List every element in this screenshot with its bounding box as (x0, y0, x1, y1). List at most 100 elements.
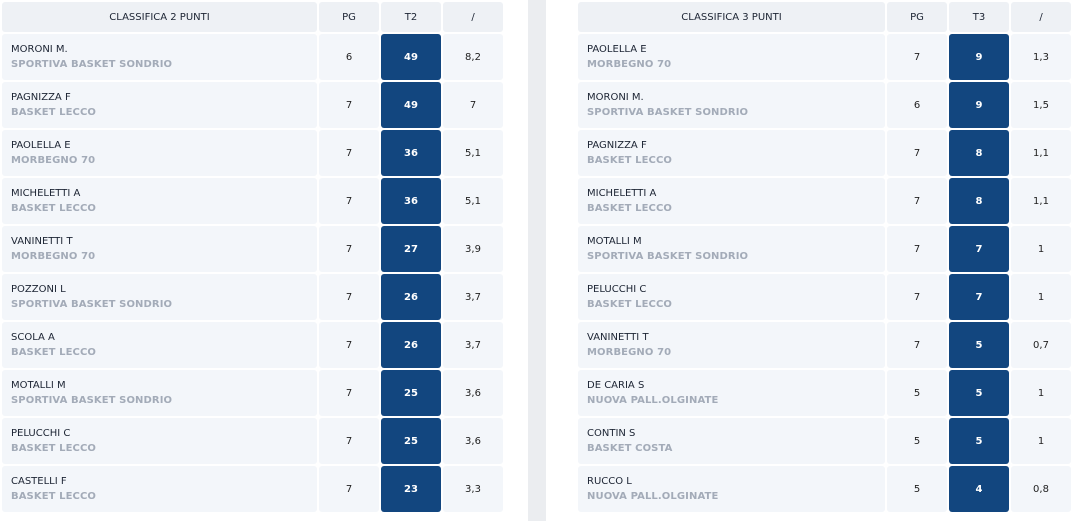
ratio-cell: 0,8 (1011, 466, 1071, 512)
table-row[interactable]: MOTALLI M SPORTIVA BASKET SONDRIO 7 7 1 (578, 226, 1071, 272)
table-row[interactable]: CONTIN S BASKET COSTA 5 5 1 (578, 418, 1071, 464)
player-name[interactable]: CONTIN S (587, 427, 636, 439)
ratio-cell: 5,1 (443, 130, 503, 176)
ratio-cell: 1,3 (1011, 34, 1071, 80)
player-cell[interactable]: SCOLA A BASKET LECCO (2, 322, 317, 368)
team-name[interactable]: MORBEGNO 70 (587, 346, 672, 358)
player-name[interactable]: PAOLELLA E (11, 139, 71, 151)
player-cell[interactable]: MOTALLI M SPORTIVA BASKET SONDRIO (578, 226, 885, 272)
team-name[interactable]: SPORTIVA BASKET SONDRIO (11, 394, 173, 406)
team-name[interactable]: SPORTIVA BASKET SONDRIO (11, 58, 173, 70)
stat-cell: 7 (949, 274, 1009, 320)
player-cell[interactable]: PAOLELLA E MORBEGNO 70 (2, 130, 317, 176)
player-name[interactable]: DE CARIA S (587, 379, 645, 391)
team-name[interactable]: BASKET LECCO (11, 346, 97, 358)
team-name[interactable]: BASKET LECCO (587, 154, 673, 166)
player-name[interactable]: MOTALLI M (11, 379, 66, 391)
player-cell[interactable]: MORONI M. SPORTIVA BASKET SONDRIO (578, 82, 885, 128)
stat-cell: 5 (949, 418, 1009, 464)
team-name[interactable]: BASKET LECCO (587, 202, 673, 214)
team-name[interactable]: BASKET LECCO (587, 298, 673, 310)
stat-cell: 36 (381, 130, 441, 176)
player-name[interactable]: MORONI M. (11, 43, 68, 55)
ratio-cell: 8,2 (443, 34, 503, 80)
games-played-cell: 7 (887, 34, 947, 80)
table-row[interactable]: MOTALLI M SPORTIVA BASKET SONDRIO 7 25 3,6 (2, 370, 503, 416)
table-row[interactable]: PAOLELLA E MORBEGNO 70 7 9 1,3 (578, 34, 1071, 80)
ratio-cell: 1 (1011, 226, 1071, 272)
player-name[interactable]: VANINETTI T (11, 235, 73, 247)
stat-cell: 27 (381, 226, 441, 272)
player-name[interactable]: SCOLA A (11, 331, 55, 343)
player-cell[interactable]: MICHELETTI A BASKET LECCO (578, 178, 885, 224)
team-name[interactable]: MORBEGNO 70 (11, 154, 96, 166)
player-cell[interactable]: PELUCCHI C BASKET LECCO (578, 274, 885, 320)
player-name[interactable]: POZZONI L (11, 283, 66, 295)
player-name[interactable]: MICHELETTI A (11, 187, 81, 199)
player-cell[interactable]: MORONI M. SPORTIVA BASKET SONDRIO (2, 34, 317, 80)
games-played-cell: 7 (319, 322, 379, 368)
leaderboard-table: CLASSIFICA 2 PUNTI PG T2 / MORONI M. SPOR… (0, 0, 505, 514)
table-row[interactable]: VANINETTI T MORBEGNO 70 7 5 0,7 (578, 322, 1071, 368)
table-row[interactable]: PAOLELLA E MORBEGNO 70 7 36 5,1 (2, 130, 503, 176)
team-name[interactable]: BASKET LECCO (11, 442, 97, 454)
player-name[interactable]: PAGNIZZA F (587, 139, 647, 151)
player-cell[interactable]: CASTELLI F BASKET LECCO (2, 466, 317, 512)
player-cell[interactable]: VANINETTI T MORBEGNO 70 (578, 322, 885, 368)
player-name[interactable]: PAGNIZZA F (11, 91, 71, 103)
player-name[interactable]: MICHELETTI A (587, 187, 657, 199)
team-name[interactable]: MORBEGNO 70 (11, 250, 96, 262)
table-body: PAOLELLA E MORBEGNO 70 7 9 1,3 MORONI M. SPORT… (578, 34, 1071, 512)
player-name[interactable]: RUCCO L (587, 475, 632, 487)
player-name[interactable]: PELUCCHI C (587, 283, 647, 295)
table-row[interactable]: CASTELLI F BASKET LECCO 7 23 3,3 (2, 466, 503, 512)
player-name[interactable]: CASTELLI F (11, 475, 67, 487)
team-name[interactable]: BASKET LECCO (11, 106, 97, 118)
table-row[interactable]: PELUCCHI C BASKET LECCO 7 7 1 (578, 274, 1071, 320)
table-row[interactable]: PAGNIZZA F BASKET LECCO 7 8 1,1 (578, 130, 1071, 176)
ratio-cell: 3,7 (443, 322, 503, 368)
team-name[interactable]: NUOVA PALL.OLGINATE (587, 490, 719, 502)
player-name[interactable]: PAOLELLA E (587, 43, 647, 55)
team-name[interactable]: BASKET LECCO (11, 490, 97, 502)
table-row[interactable]: RUCCO L NUOVA PALL.OLGINATE 5 4 0,8 (578, 466, 1071, 512)
ratio-cell: 1,1 (1011, 130, 1071, 176)
team-name[interactable]: SPORTIVA BASKET SONDRIO (587, 106, 749, 118)
table-row[interactable]: POZZONI L SPORTIVA BASKET SONDRIO 7 26 3,7 (2, 274, 503, 320)
player-name[interactable]: PELUCCHI C (11, 427, 71, 439)
table-row[interactable]: DE CARIA S NUOVA PALL.OLGINATE 5 5 1 (578, 370, 1071, 416)
table-row[interactable]: MORONI M. SPORTIVA BASKET SONDRIO 6 9 1,5 (578, 82, 1071, 128)
team-name[interactable]: SPORTIVA BASKET SONDRIO (11, 298, 173, 310)
player-cell[interactable]: MICHELETTI A BASKET LECCO (2, 178, 317, 224)
ratio-cell: 0,7 (1011, 322, 1071, 368)
player-cell[interactable]: PAGNIZZA F BASKET LECCO (578, 130, 885, 176)
player-cell[interactable]: PAOLELLA E MORBEGNO 70 (578, 34, 885, 80)
ratio-cell: 1,5 (1011, 82, 1071, 128)
player-cell[interactable]: POZZONI L SPORTIVA BASKET SONDRIO (2, 274, 317, 320)
player-cell[interactable]: PELUCCHI C BASKET LECCO (2, 418, 317, 464)
team-name[interactable]: NUOVA PALL.OLGINATE (587, 394, 719, 406)
stat-cell: 8 (949, 130, 1009, 176)
player-cell[interactable]: MOTALLI M SPORTIVA BASKET SONDRIO (2, 370, 317, 416)
team-name[interactable]: BASKET LECCO (11, 202, 97, 214)
player-cell[interactable]: DE CARIA S NUOVA PALL.OLGINATE (578, 370, 885, 416)
player-cell[interactable]: CONTIN S BASKET COSTA (578, 418, 885, 464)
team-name[interactable]: MORBEGNO 70 (587, 58, 672, 70)
player-cell[interactable]: RUCCO L NUOVA PALL.OLGINATE (578, 466, 885, 512)
team-name[interactable]: SPORTIVA BASKET SONDRIO (587, 250, 749, 262)
table-row[interactable]: MORONI M. SPORTIVA BASKET SONDRIO 6 49 8,2 (2, 34, 503, 80)
table-row[interactable]: PAGNIZZA F BASKET LECCO 7 49 7 (2, 82, 503, 128)
table-row[interactable]: PELUCCHI C BASKET LECCO 7 25 3,6 (2, 418, 503, 464)
team-name[interactable]: BASKET COSTA (587, 442, 673, 454)
table-row[interactable]: MICHELETTI A BASKET LECCO 7 8 1,1 (578, 178, 1071, 224)
player-cell[interactable]: PAGNIZZA F BASKET LECCO (2, 82, 317, 128)
table-row[interactable]: SCOLA A BASKET LECCO 7 26 3,7 (2, 322, 503, 368)
table-header-row: CLASSIFICA 2 PUNTI PG T2 / (2, 2, 503, 32)
player-cell[interactable]: VANINETTI T MORBEGNO 70 (2, 226, 317, 272)
table-row[interactable]: VANINETTI T MORBEGNO 70 7 27 3,9 (2, 226, 503, 272)
player-name[interactable]: MORONI M. (587, 91, 644, 103)
table-row[interactable]: MICHELETTI A BASKET LECCO 7 36 5,1 (2, 178, 503, 224)
player-name[interactable]: MOTALLI M (587, 235, 642, 247)
stat-cell: 25 (381, 418, 441, 464)
player-name[interactable]: VANINETTI T (587, 331, 649, 343)
